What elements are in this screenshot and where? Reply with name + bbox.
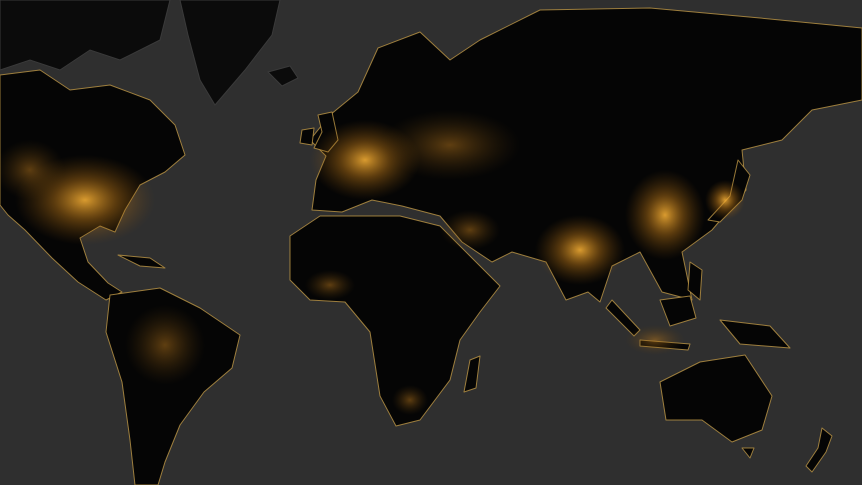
borneo	[659, 295, 697, 327]
tasmania	[741, 447, 755, 459]
australia	[659, 354, 773, 443]
glow-japan	[705, 180, 745, 220]
madagascar	[463, 355, 481, 393]
glow-china	[625, 170, 705, 260]
new-guinea	[719, 319, 791, 349]
eurasia	[309, 7, 862, 303]
glow-us-central	[0, 140, 65, 200]
ireland	[299, 127, 315, 146]
africa	[289, 215, 501, 427]
iceland	[267, 65, 299, 87]
arctic-islands	[0, 0, 171, 71]
city-light-glows	[0, 110, 745, 415]
cuba	[117, 254, 166, 269]
glow-indonesia	[625, 325, 685, 355]
glow-middle-east	[440, 210, 500, 250]
greenland	[179, 0, 281, 106]
glow-south-africa	[392, 385, 428, 415]
glow-west-africa	[305, 270, 355, 300]
glow-brazil	[125, 305, 205, 385]
glow-india	[535, 215, 625, 285]
new-zealand	[805, 427, 833, 473]
glow-russia	[380, 110, 520, 180]
philippines	[687, 261, 703, 301]
